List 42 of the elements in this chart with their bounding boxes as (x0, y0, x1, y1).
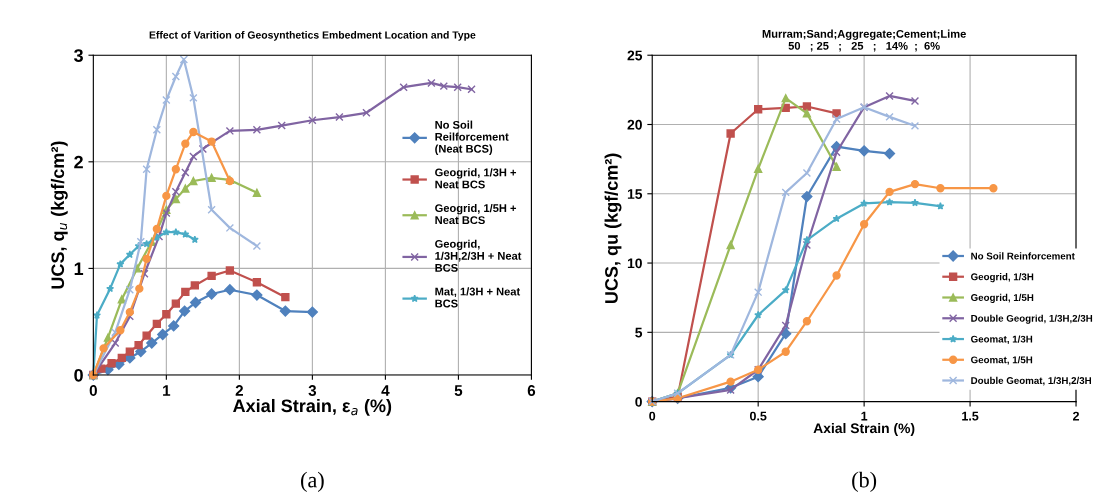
y-tick-label: 10 (627, 258, 642, 269)
chart-title: Effect of Varition of Geosynthetics Embedment Location and Type (149, 31, 476, 41)
y-axis-title: UCS, qu (kgf/cm²) (604, 153, 622, 304)
chart-title: Murram;Sand;Aggregate;Cement;Lime 50 ; 25 ; 25 ; 14% ; 6% (762, 29, 966, 52)
y-axis-title: UCS, q$_{u}$ (kgf/cm²) (50, 141, 68, 289)
x-axis-title: Axial Strain (%) (813, 422, 915, 436)
legend-label: Geogrid, 1/3H,2/3H + Neat BCS (435, 239, 522, 272)
legend-label: Geogrid, 1/5H + Neat BCS (435, 203, 517, 225)
x-tick-label: 0 (649, 411, 656, 421)
legend-label: Geogrid, 1/3H (971, 273, 1034, 283)
x-tick-label: 0 (89, 385, 97, 396)
x-tick-label: 4 (381, 385, 390, 396)
y-tick-label: 1 (74, 262, 84, 275)
x-tick-label: 1 (861, 411, 868, 421)
legend-label: Geogrid, 1/3H + Neat BCS (435, 168, 517, 189)
y-tick-label: 3 (73, 49, 83, 62)
x-tick-label: 1.5 (962, 411, 979, 421)
legend-label: Double Geomat, 1/3H,2/3H (971, 376, 1091, 386)
y-tick-label: 0 (74, 368, 83, 382)
legend-label: Geomat, 1/3H (971, 335, 1033, 344)
text: (a) (301, 471, 324, 492)
x-tick-label: 5 (454, 385, 463, 396)
y-tick-label: 15 (627, 189, 643, 199)
legend-label: Geomat, 1/5H (971, 356, 1033, 365)
x-tick-label: 3 (308, 385, 317, 396)
x-tick-label: 0.5 (749, 411, 767, 421)
y-tick-label: 5 (635, 327, 643, 338)
x-tick-label: 2 (235, 385, 243, 396)
y-tick-label: 2 (74, 155, 83, 169)
legend-label: No Soil Reinforcement (971, 252, 1075, 260)
x-tick-label: 6 (527, 385, 536, 396)
legend-label: Mat, 1/3H + Neat BCS (435, 287, 521, 308)
x-axis-title: Axial Strain, ε$_{a}$ (%) (233, 398, 392, 416)
legend-label: Double Geogrid, 1/3H,2/3H (971, 314, 1093, 324)
y-tick-label: 0 (635, 396, 642, 407)
x-tick-label: 2 (1073, 411, 1080, 421)
legend-label: Geogrid, 1/5H (971, 293, 1034, 303)
text: (b) (852, 471, 877, 492)
y-tick-label: 20 (627, 119, 642, 130)
x-tick-label: 1 (163, 385, 171, 396)
y-tick-label: 25 (627, 50, 643, 61)
legend-label: No Soil Reilforcement (Neat BCS) (435, 120, 509, 155)
